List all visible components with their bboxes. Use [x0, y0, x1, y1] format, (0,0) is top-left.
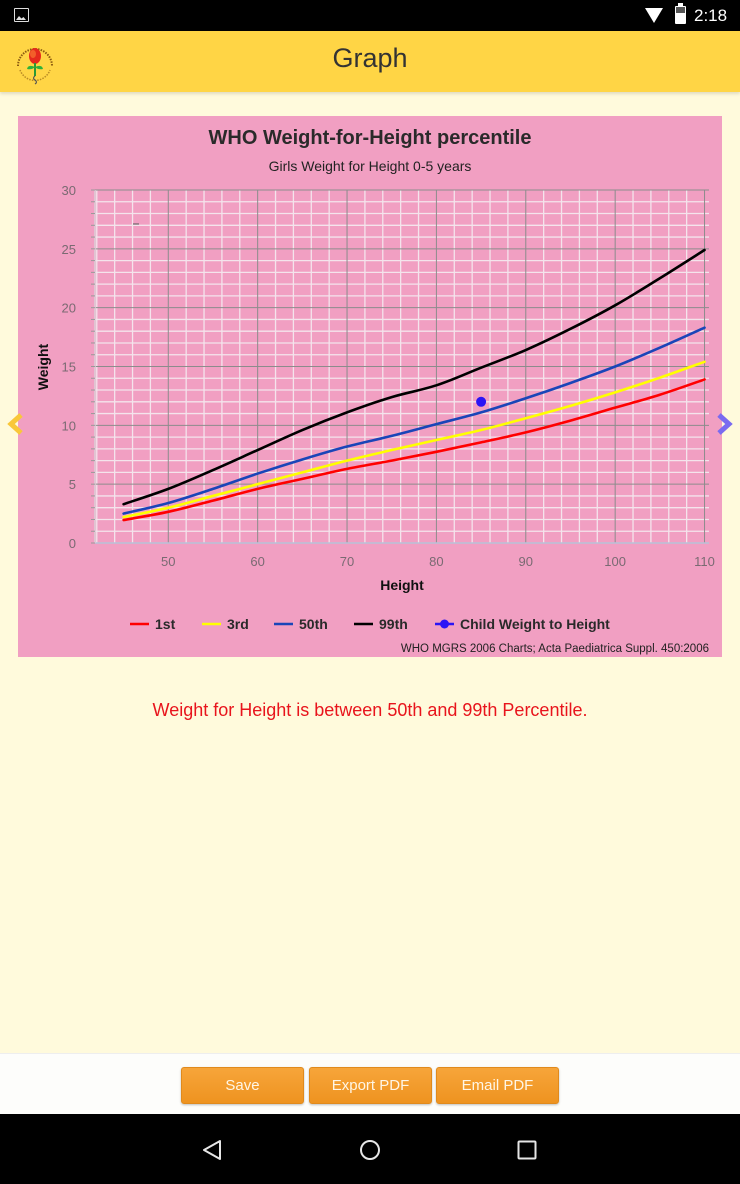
- svg-text:Child Weight to Height: Child Weight to Height: [460, 616, 610, 632]
- export-pdf-button[interactable]: Export PDF: [309, 1067, 432, 1104]
- svg-text:25: 25: [62, 242, 76, 257]
- child-data-point[interactable]: [476, 396, 487, 407]
- chart-subtitle: Girls Weight for Height 0-5 years: [269, 158, 472, 174]
- chart-title: WHO Weight-for-Height percentile: [209, 127, 532, 149]
- action-bar: Save Export PDF Email PDF: [0, 1053, 740, 1114]
- y-axis-label: Weight: [35, 343, 51, 390]
- image-notification-icon: [14, 8, 29, 22]
- legend-item: 3rd: [202, 616, 249, 632]
- wifi-icon: [645, 8, 663, 23]
- recents-icon[interactable]: [513, 1136, 541, 1164]
- app-bar: Graph: [0, 31, 740, 92]
- svg-text:50th: 50th: [299, 616, 328, 632]
- status-time: 2:18: [694, 6, 728, 25]
- series-50th-line: [122, 326, 706, 515]
- chart-points: [476, 396, 487, 407]
- chart-grid: [95, 189, 709, 543]
- svg-text:30: 30: [62, 183, 76, 198]
- email-pdf-button[interactable]: Email PDF: [436, 1067, 559, 1104]
- legend-item: 50th: [274, 616, 328, 632]
- chart-legend: 1st 3rd 50th 99th Child Weight to Height: [130, 616, 610, 632]
- svg-text:60: 60: [250, 554, 264, 569]
- chart-source: WHO MGRS 2006 Charts; Acta Paediatrica S…: [401, 643, 709, 655]
- svg-text:110: 110: [694, 554, 715, 569]
- svg-text:3rd: 3rd: [227, 616, 249, 632]
- chevron-left-icon[interactable]: [6, 412, 26, 436]
- svg-text:20: 20: [62, 301, 76, 316]
- system-navigation-bar: [0, 1114, 740, 1184]
- svg-text:15: 15: [62, 360, 76, 375]
- save-button[interactable]: Save: [181, 1067, 304, 1104]
- legend-item: Child Weight to Height: [435, 616, 610, 632]
- x-axis-label: Height: [380, 577, 424, 593]
- page-title: Graph: [332, 43, 408, 73]
- percentile-result-message: Weight for Height is between 50th and 99…: [152, 700, 588, 720]
- chart-series: [122, 248, 706, 522]
- svg-text:10: 10: [62, 418, 76, 433]
- battery-icon: [675, 3, 686, 24]
- legend-item: 1st: [130, 616, 176, 632]
- svg-text:1st: 1st: [155, 616, 176, 632]
- home-icon[interactable]: [356, 1136, 384, 1164]
- svg-text:0: 0: [69, 536, 76, 551]
- svg-text:70: 70: [340, 554, 354, 569]
- chart-axes: 50 60 70 80 90 100 110 0 5 10 15 20 25 30: [62, 183, 715, 569]
- svg-text:100: 100: [604, 554, 626, 569]
- status-bar: 2:18: [0, 0, 740, 31]
- svg-text:80: 80: [429, 554, 443, 569]
- svg-text:50: 50: [161, 554, 175, 569]
- chevron-right-icon[interactable]: [714, 412, 734, 436]
- back-icon[interactable]: [198, 1136, 226, 1164]
- svg-text:99th: 99th: [379, 616, 408, 632]
- series-3rd-line: [122, 360, 706, 519]
- legend-item: 99th: [354, 616, 408, 632]
- svg-text:5: 5: [69, 477, 76, 492]
- chart-canvas: 50 60 70 80 90 100 110 0 5 10 15 20 25 30 WHO Weight-…: [35, 127, 715, 655]
- series-1st-line: [122, 378, 706, 522]
- series-99th-line: [122, 248, 706, 506]
- academy-logo-icon: [17, 48, 53, 85]
- svg-text:90: 90: [519, 554, 533, 569]
- weight-for-height-chart: 50 60 70 80 90 100 110 0 5 10 15 20 25 30 WHO Weight-…: [18, 116, 722, 657]
